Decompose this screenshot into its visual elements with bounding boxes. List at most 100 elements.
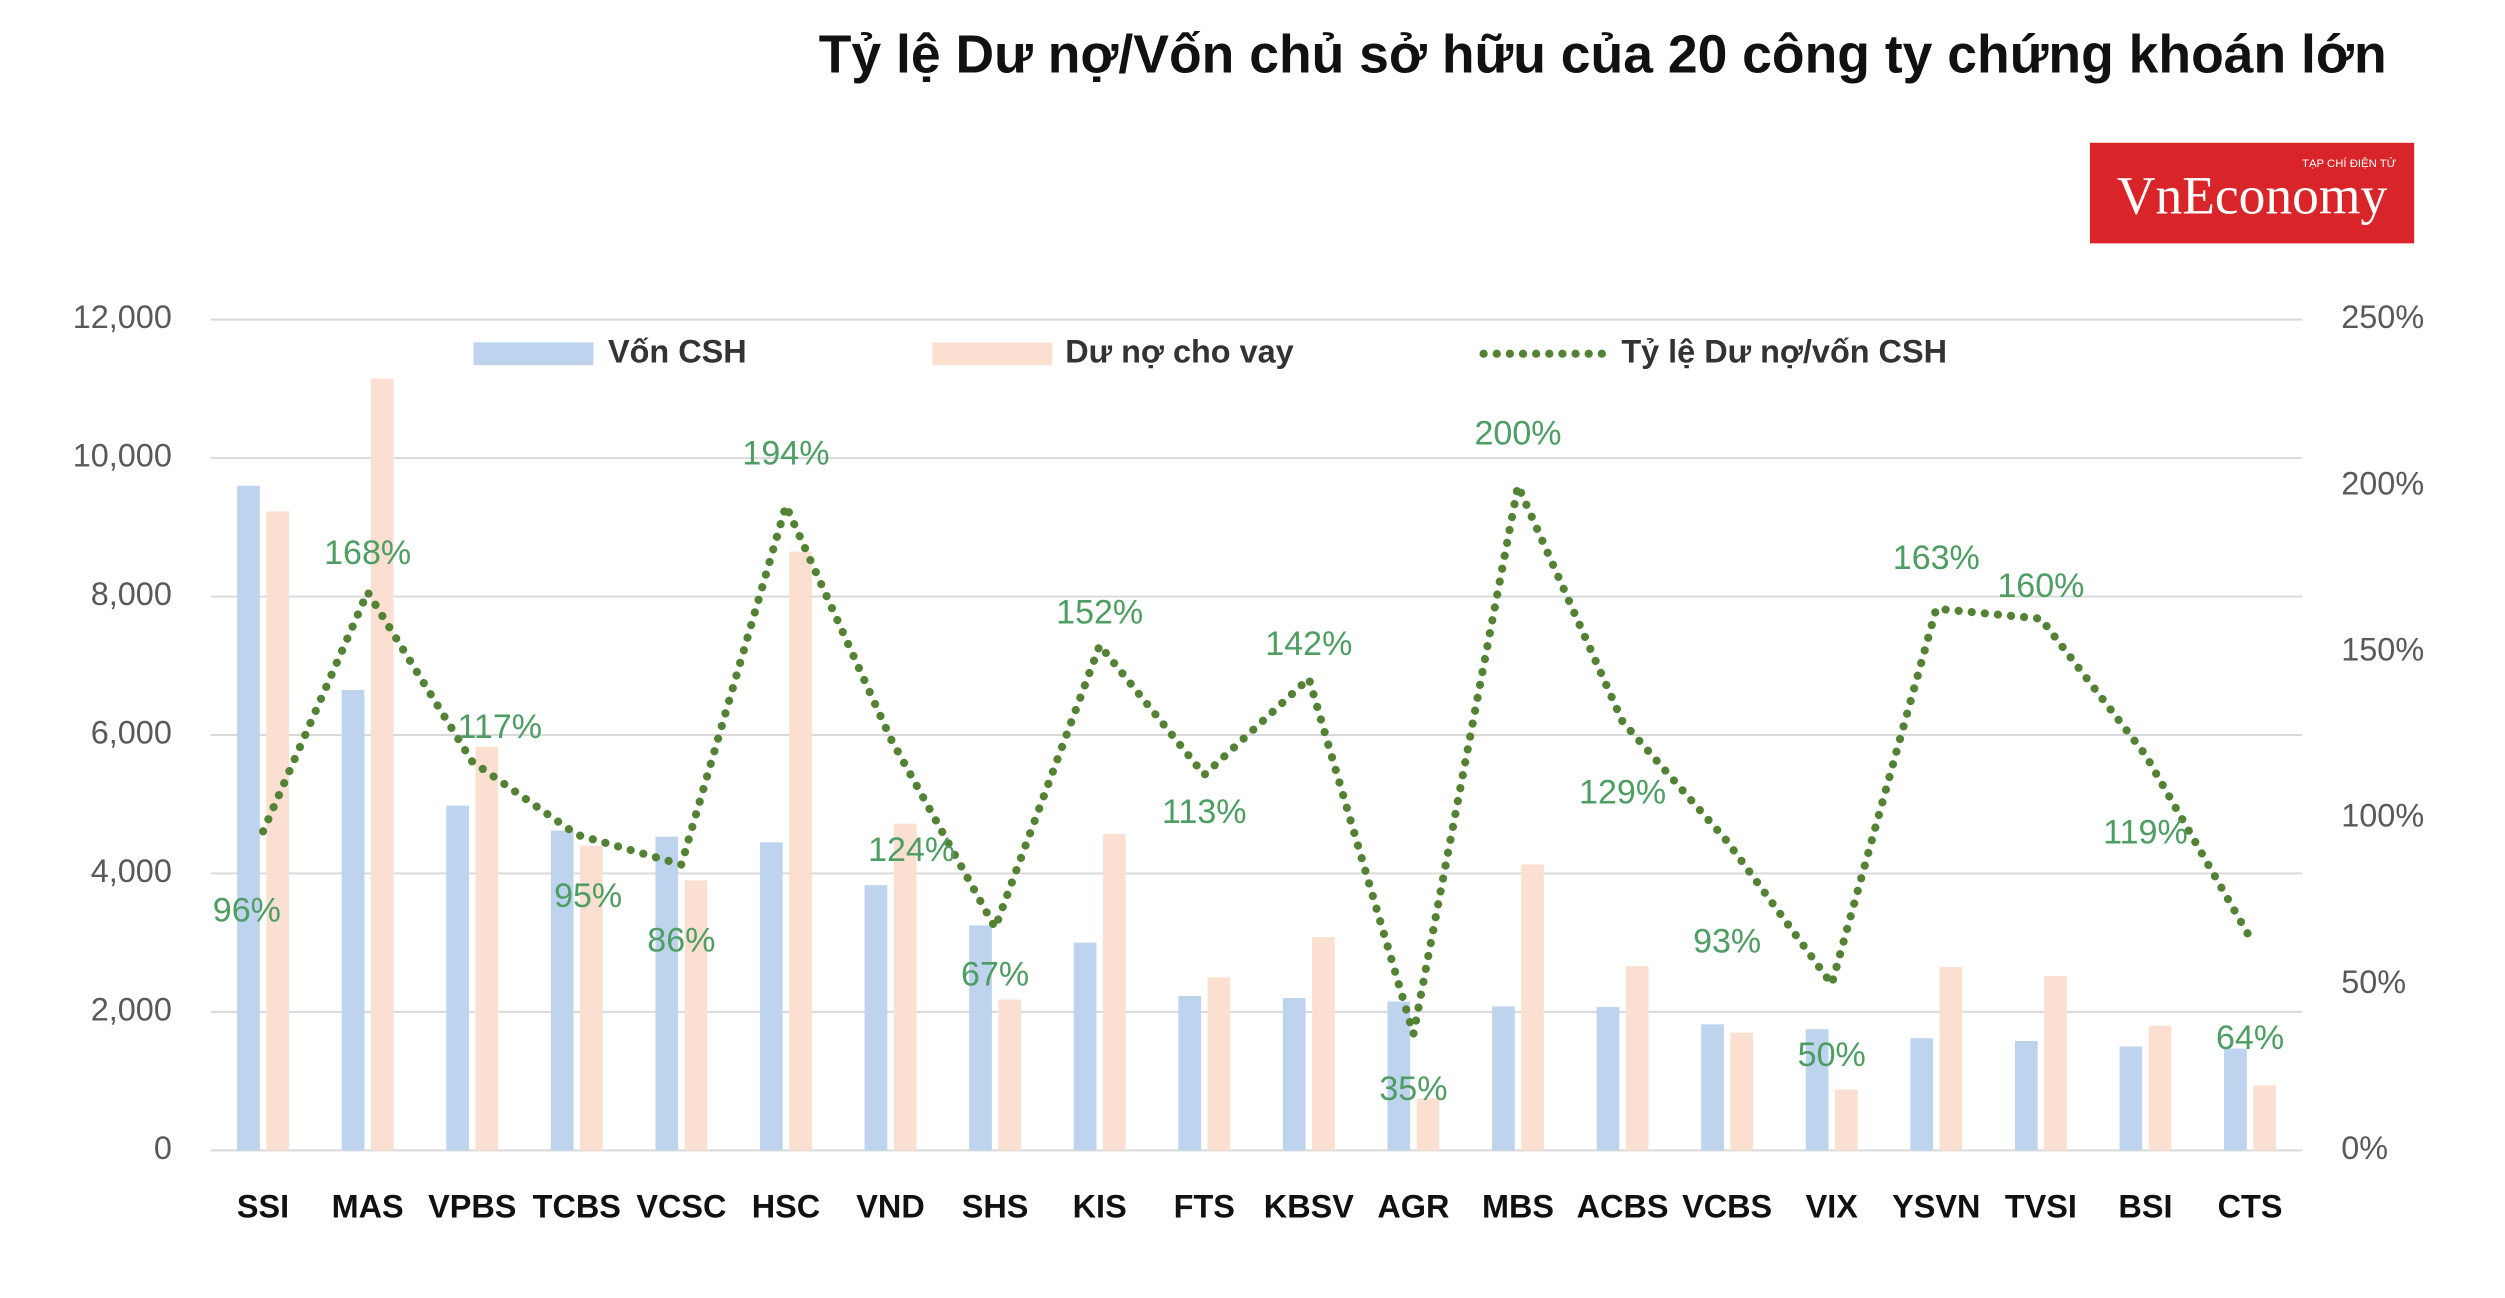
logo-tagline: TẠP CHÍ ĐIỆN TỬ [2302, 157, 2397, 170]
bar [1312, 937, 1335, 1151]
x-tick-label: MAS [332, 1188, 404, 1224]
data-label: 160% [1997, 567, 2084, 605]
data-label: 64% [2216, 1019, 2284, 1057]
bar [1596, 1007, 1620, 1151]
bar [684, 880, 708, 1151]
bar [655, 836, 679, 1151]
bar [998, 999, 1022, 1151]
bar [864, 885, 888, 1151]
bar [760, 842, 783, 1151]
x-tick-label: VIX [1806, 1188, 1859, 1224]
bar [789, 551, 812, 1151]
y-tick-label: 8,000 [91, 576, 172, 612]
x-tick-label: CTS [2218, 1188, 2283, 1224]
bar [1701, 1024, 1724, 1151]
y2-tick-label: 0% [2341, 1130, 2388, 1166]
data-label: 142% [1265, 625, 1352, 663]
x-tick-label: VCSC [636, 1188, 726, 1224]
x-tick-label: VCBS [1682, 1188, 1772, 1224]
x-tick-label: YSVN [1892, 1188, 1980, 1224]
bar [1282, 998, 1306, 1151]
data-label: 96% [213, 891, 281, 929]
bar [2119, 1046, 2143, 1151]
logo-text: VnEconomy [2117, 165, 2388, 225]
data-label: 86% [647, 921, 715, 959]
bar [1387, 1001, 1411, 1151]
bar [446, 805, 469, 1151]
data-label: 93% [1693, 923, 1761, 961]
bar [1805, 1029, 1829, 1151]
x-tick-label: HSC [752, 1188, 820, 1224]
y2-tick-label: 250% [2341, 299, 2424, 335]
bar [475, 746, 499, 1151]
line [259, 481, 2255, 1039]
bar [893, 823, 917, 1151]
bar [1521, 864, 1544, 1151]
data-label: 117% [458, 708, 543, 746]
legend-swatch [473, 342, 594, 366]
bar [2044, 975, 2067, 1151]
data-label: 200% [1474, 414, 1561, 452]
bar [1416, 1098, 1440, 1151]
bar [1910, 1038, 1934, 1151]
bar [1834, 1089, 1858, 1151]
x-tick-label: KIS [1073, 1188, 1127, 1224]
y-tick-label: 6,000 [91, 715, 172, 751]
x-tick-label: VND [856, 1188, 924, 1224]
data-label: 113% [1162, 793, 1247, 831]
chart-title: Tỷ lệ Dư nợ/Vốn chủ sở hữu của 20 công t… [819, 26, 2387, 85]
x-tick-label: ACBS [1577, 1188, 1669, 1224]
bar [266, 511, 290, 1151]
data-label: 129% [1579, 774, 1666, 812]
bar [969, 925, 992, 1151]
data-label: 119% [2103, 813, 2188, 851]
bar [341, 689, 365, 1151]
x-tick-label: TCBS [533, 1188, 621, 1224]
x-tick-label: SSI [237, 1188, 289, 1224]
logo-box [2089, 142, 2415, 244]
data-label: 95% [554, 877, 622, 915]
bar [1625, 966, 1649, 1151]
x-tick-label: VPBS [428, 1188, 516, 1224]
legend-label: Tỷ lệ Dư nợ/vốn CSH [1621, 333, 1947, 369]
y2-tick-label: 200% [2341, 465, 2424, 501]
bar [1073, 942, 1097, 1151]
y2-tick-label: 150% [2341, 631, 2424, 667]
data-label: 152% [1056, 593, 1143, 631]
legend-label: Vốn CSH [608, 333, 747, 369]
bar [1178, 995, 1202, 1151]
x-tick-label: FTS [1174, 1188, 1235, 1224]
data-label: 50% [1798, 1036, 1866, 1074]
x-tick-label: MBS [1482, 1188, 1554, 1224]
bar [580, 845, 603, 1151]
data-label: 163% [1893, 539, 1980, 577]
y2-tick-label: 50% [2341, 964, 2406, 1000]
x-tick-label: KBSV [1264, 1188, 1354, 1224]
bar [1207, 977, 1231, 1151]
legend-swatch [932, 342, 1053, 366]
bar [370, 378, 394, 1151]
x-tick-label: BSI [2118, 1188, 2172, 1224]
y-tick-label: 0 [154, 1130, 172, 1166]
bar [2014, 1040, 2038, 1151]
x-tick-label: SHS [962, 1188, 1029, 1224]
bar [2148, 1025, 2172, 1151]
bar [1939, 966, 1963, 1151]
data-label: 124% [868, 831, 955, 869]
x-tick-label: AGR [1377, 1188, 1449, 1224]
data-label: 168% [324, 534, 411, 572]
bar [1730, 1032, 1754, 1151]
x-tick-label: TVSI [2005, 1188, 2077, 1224]
bar [2253, 1085, 2276, 1151]
bar [1102, 833, 1126, 1151]
y-tick-label: 12,000 [73, 299, 172, 335]
bar [2224, 1048, 2247, 1151]
data-label: 194% [742, 434, 829, 472]
data-label: 67% [961, 955, 1029, 993]
bar [1492, 1006, 1515, 1151]
bar [550, 830, 574, 1151]
y-tick-label: 10,000 [73, 438, 172, 474]
y-tick-label: 2,000 [91, 991, 172, 1027]
